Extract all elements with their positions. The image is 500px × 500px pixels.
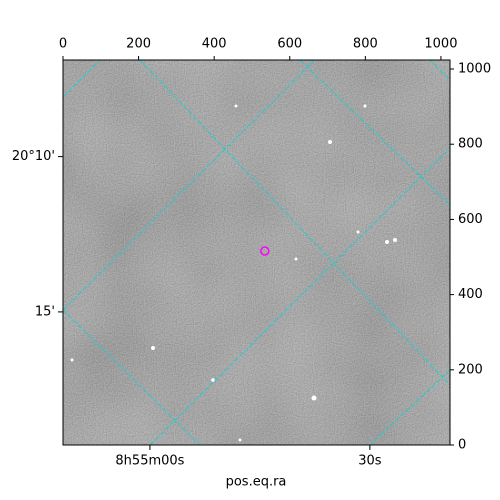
dec-tick-label: 15': [35, 304, 55, 319]
grid-line: [369, 369, 450, 445]
y-tick-label: 400: [458, 287, 483, 302]
grid-line: [429, 60, 450, 81]
x-tick-label: 1000: [424, 37, 457, 52]
y-tick-label: 1000: [458, 62, 491, 77]
grid-line: [63, 309, 201, 445]
y-tick-label: 600: [458, 212, 483, 227]
x-tick-label: 200: [126, 37, 151, 52]
y-tick-label: 0: [458, 438, 466, 453]
coordinate-grid: [63, 60, 450, 445]
grid-line: [63, 60, 101, 98]
grid-line: [139, 60, 450, 386]
y-tick-label: 800: [458, 137, 483, 152]
plot-frame: [62, 59, 451, 446]
x-tick-label: 800: [353, 37, 378, 52]
x-tick-label: 600: [277, 37, 302, 52]
x-tick-label: 400: [202, 37, 227, 52]
grid-line: [149, 147, 450, 445]
source-marker: [260, 246, 270, 256]
sky-image: [63, 60, 450, 445]
grid-line: [63, 60, 316, 311]
ra-tick-label: 8h55m00s: [115, 454, 184, 469]
x-axis-label: pos.eq.ra: [226, 475, 287, 490]
ra-tick-label: 30s: [358, 454, 382, 469]
y-tick-label: 200: [458, 362, 483, 377]
x-tick-label: 0: [59, 37, 67, 52]
dec-tick-label: 20°10': [12, 149, 55, 164]
